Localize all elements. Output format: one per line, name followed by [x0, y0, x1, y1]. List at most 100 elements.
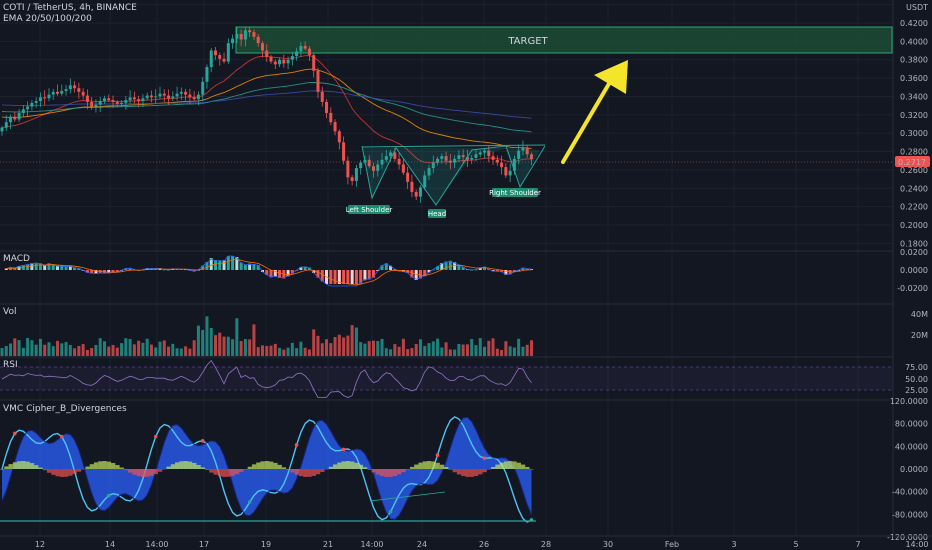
volume-bar — [384, 348, 388, 356]
macd-hist-bar — [111, 270, 115, 273]
candle-body — [128, 97, 132, 101]
volume-bar — [410, 348, 414, 356]
vmc-cross-dot — [341, 447, 346, 452]
volume-bar — [363, 343, 367, 356]
volume-bar — [102, 341, 106, 356]
indicator-tick-label: 50.00 — [905, 375, 928, 384]
head-shoulders-pattern — [361, 144, 546, 206]
candle-body — [286, 59, 290, 64]
volume-bar — [269, 345, 273, 356]
volume-bar — [4, 346, 8, 356]
candle-body — [43, 97, 47, 99]
rsi-pane — [0, 359, 893, 398]
volume-bar — [34, 344, 38, 356]
candle-body — [474, 154, 478, 158]
price-tick-label: 0.3000 — [900, 129, 928, 138]
vmc-money-flow-bar — [392, 469, 398, 476]
vmc-money-flow-bar — [85, 466, 90, 469]
target-zone — [235, 26, 893, 54]
vmc-money-flow-bar — [153, 469, 159, 475]
price-candles — [0, 26, 533, 203]
macd-hist-bar — [4, 268, 8, 270]
macd-hist-bar — [162, 269, 166, 271]
macd-hist-bar — [286, 270, 290, 277]
right-shoulder-tag: Right Shoulder — [489, 188, 541, 197]
vol-title: Vol — [3, 307, 16, 317]
candle-body — [461, 155, 465, 158]
vmc-money-flow-bar — [29, 463, 35, 469]
volume-bar — [107, 346, 111, 356]
volume-bar — [192, 340, 196, 356]
macd-hist-bar — [56, 265, 60, 270]
vmc-money-flow-bar — [222, 469, 227, 477]
volume-bar — [350, 325, 354, 356]
vmc-money-flow-bar — [303, 469, 308, 477]
price-tick-label: 0.2200 — [900, 203, 928, 212]
candle-body — [359, 162, 363, 169]
macd-hist-bar — [495, 270, 499, 272]
price-axis: 0.4200 0.4000 0.3800 0.3600 0.3400 0.3200 0.30… — [900, 19, 928, 248]
vmc-money-flow-bar — [243, 469, 248, 470]
indicator-tick-label: -0.0200 — [897, 284, 928, 293]
macd-hist-bar — [333, 270, 337, 284]
vmc-money-flow-bar — [529, 469, 534, 470]
candle-body — [115, 101, 119, 104]
vmc-money-flow-bar — [136, 469, 141, 477]
price-tick-label: 0.4000 — [900, 37, 928, 46]
indicator-tick-label: 25.00 — [905, 386, 928, 395]
volume-bar — [111, 344, 115, 356]
macd-hist-bar — [525, 268, 529, 270]
volume-bar — [13, 338, 17, 356]
vmc-money-flow-bar — [149, 469, 154, 476]
macd-hist-bar — [68, 265, 72, 270]
vmc-money-flow-bar — [499, 462, 504, 469]
candle-body — [137, 99, 141, 102]
candle-body — [320, 91, 324, 102]
volume-bar — [307, 349, 311, 356]
volume-bar — [9, 343, 13, 356]
macd-hist-bar — [320, 270, 324, 282]
vmc-pane — [0, 416, 536, 523]
macd-hist-bar — [77, 268, 81, 270]
volume-bar — [282, 349, 286, 356]
candle-body — [17, 112, 21, 120]
candle-body — [367, 159, 371, 167]
volume-bar — [184, 346, 188, 356]
macd-hist-bar — [448, 260, 452, 270]
time-tick-label: 26 — [479, 540, 489, 549]
vmc-money-flow-bar — [465, 469, 470, 477]
price-tick-label: 0.3400 — [900, 92, 928, 101]
volume-bar — [128, 338, 132, 356]
candle-body — [380, 159, 384, 165]
volume-bar — [303, 347, 307, 356]
vmc-money-flow-bar — [42, 469, 47, 471]
volume-bar — [68, 344, 72, 356]
volume-pane — [0, 316, 533, 356]
candle-body — [85, 95, 89, 102]
volume-bar — [38, 338, 42, 356]
vmc-money-flow-bar — [106, 461, 112, 469]
vmc-money-flow-bar — [461, 469, 466, 477]
vmc-money-flow-bar — [55, 469, 60, 477]
macd-hist-bar — [504, 270, 508, 275]
macd-hist-bar — [457, 264, 461, 270]
volume-bar — [175, 348, 179, 356]
macd-hist-bar — [128, 268, 132, 270]
candle-body — [269, 56, 273, 62]
vmc-cross-dot — [482, 456, 487, 460]
volume-bar — [367, 341, 371, 356]
vmc-money-flow-bar — [286, 469, 291, 470]
volume-bar — [21, 347, 25, 356]
vmc-money-flow-bar — [315, 469, 321, 475]
candle-body — [337, 131, 341, 143]
volume-bar — [478, 338, 482, 356]
vmc-money-flow-bar — [486, 469, 492, 470]
candle-body — [120, 102, 124, 104]
macd-hist-bar — [367, 270, 371, 280]
vmc-divergence-line — [369, 491, 446, 502]
candle-body — [427, 168, 431, 176]
macd-hist-bar — [107, 270, 111, 274]
volume-bar — [171, 343, 175, 356]
candle-body — [145, 95, 149, 99]
macd-hist-bar — [329, 270, 333, 284]
